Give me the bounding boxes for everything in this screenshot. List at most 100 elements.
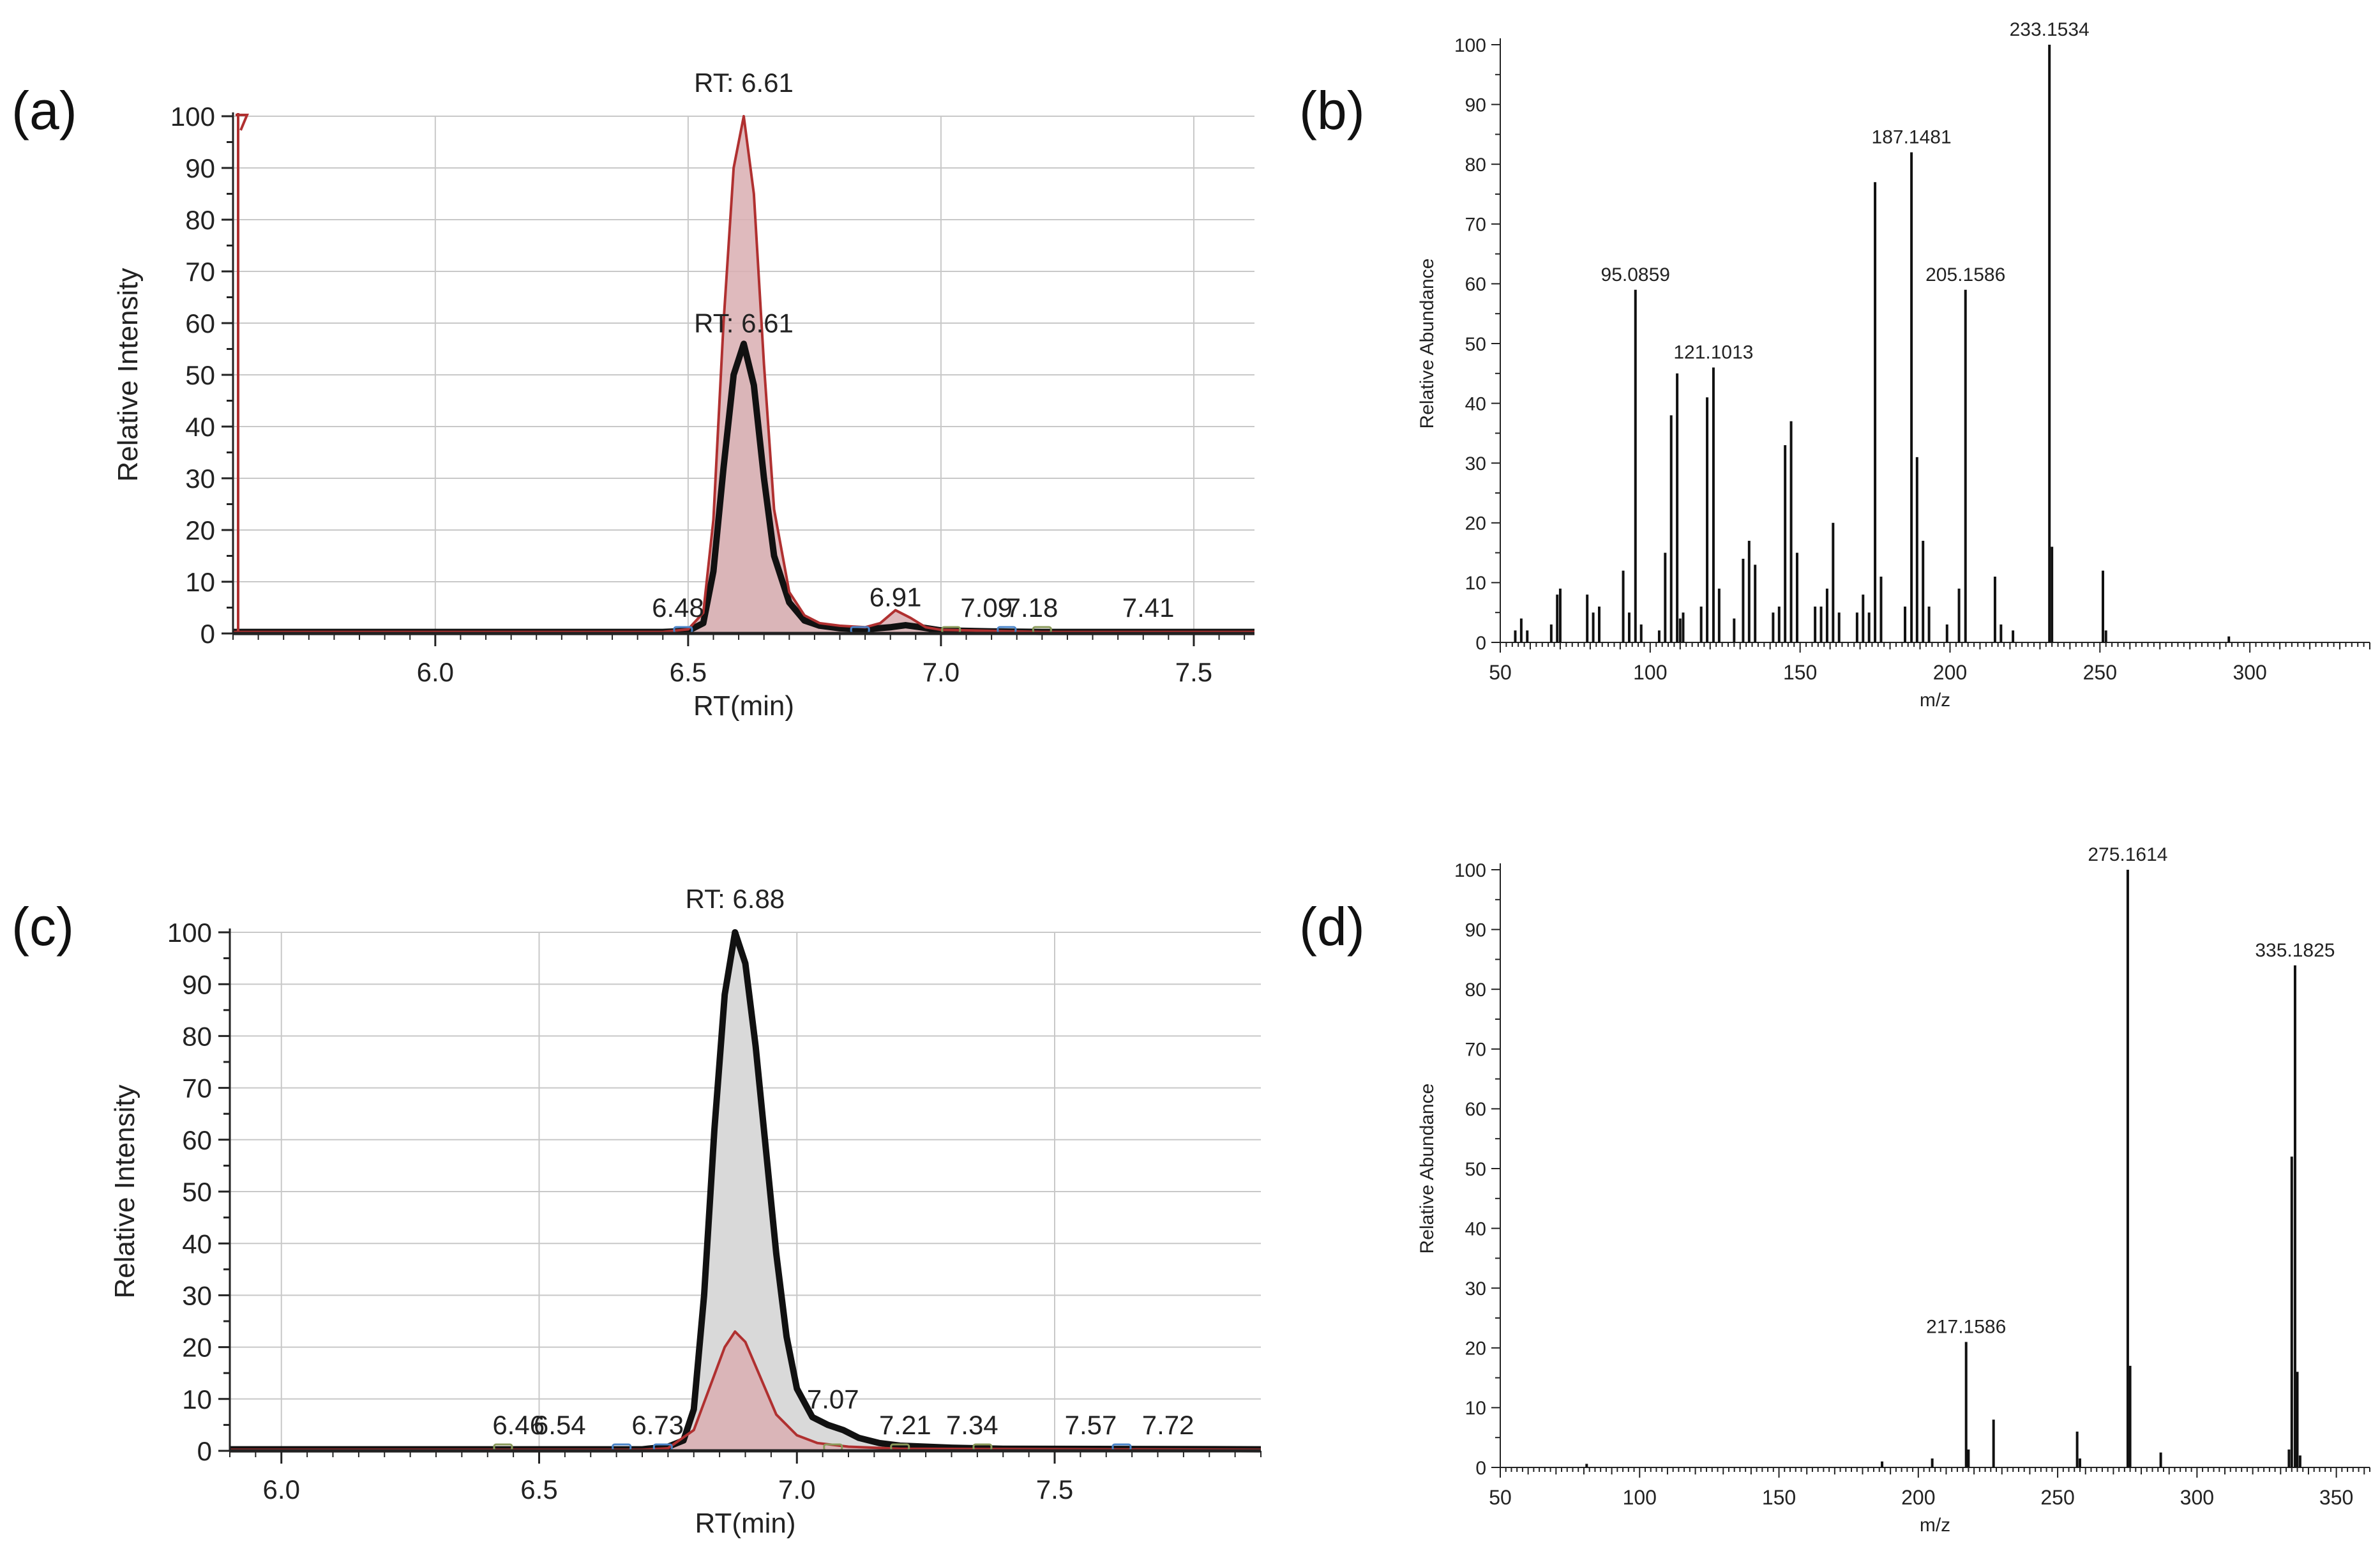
peak-mz-label: 217.1586 xyxy=(1926,1316,2006,1337)
y-tick-label: 70 xyxy=(1465,215,1486,236)
y-tick-label: 40 xyxy=(182,1229,212,1259)
y-tick-label: 10 xyxy=(185,567,215,597)
peak-label: 6.91 xyxy=(870,582,922,612)
peak-label: 7.09 xyxy=(960,593,1013,623)
peak-label: 7.21 xyxy=(879,1410,931,1440)
peak-mz-label: 121.1013 xyxy=(1673,342,1753,363)
series-fill-red xyxy=(230,1331,1261,1451)
x-tick-label: 250 xyxy=(2040,1486,2074,1509)
y-tick-label: 30 xyxy=(1465,453,1486,474)
y-tick-label: 90 xyxy=(1465,95,1486,116)
y-tick-label: 10 xyxy=(1465,1398,1486,1419)
x-tick-label: 350 xyxy=(2319,1486,2353,1509)
peak-mz-label: 205.1586 xyxy=(1925,264,2005,285)
y-axis-label: Relative Intensity xyxy=(112,268,144,481)
peak-mz-label: 275.1614 xyxy=(2088,844,2167,865)
peak-label: 7.34 xyxy=(946,1410,998,1440)
y-tick-label: 100 xyxy=(1454,860,1486,881)
series-line-black xyxy=(230,929,1262,1453)
peak-label: 6.54 xyxy=(534,1410,586,1440)
y-axis-label: Relative Intensity xyxy=(109,1084,140,1298)
y-tick-label: 40 xyxy=(185,412,215,442)
y-axis-label: Relative Abundance xyxy=(1417,1084,1438,1254)
y-tick-label: 70 xyxy=(1465,1040,1486,1061)
peak-mz-label: 187.1481 xyxy=(1872,126,1952,148)
series-line-red xyxy=(233,115,1254,633)
peak-label: RT: 6.61 xyxy=(694,308,794,338)
x-tick-label: 7.0 xyxy=(923,657,960,687)
series-line-red xyxy=(230,1330,1262,1451)
panel-label-c: (c) xyxy=(11,897,74,957)
x-tick-label: 6.5 xyxy=(520,1474,557,1504)
x-axis-label: RT(min) xyxy=(693,690,794,722)
peak-label: 7.57 xyxy=(1065,1410,1117,1440)
peak-label: 7.07 xyxy=(807,1384,859,1414)
x-tick-label: 300 xyxy=(2233,661,2266,684)
y-tick-label: 30 xyxy=(185,464,215,494)
x-axis-label: m/z xyxy=(1920,690,1950,711)
y-tick-label: 0 xyxy=(197,1436,212,1466)
y-tick-label: 60 xyxy=(185,308,215,338)
peak-mz-label: 95.0859 xyxy=(1601,264,1670,285)
y-tick-label: 20 xyxy=(1465,1338,1486,1360)
x-tick-label: 7.0 xyxy=(778,1474,815,1504)
peak-label: RT: 6.88 xyxy=(686,884,785,914)
y-tick-label: 80 xyxy=(182,1022,212,1052)
peak-label: 6.48 xyxy=(652,593,704,623)
x-tick-label: 100 xyxy=(1623,1486,1657,1509)
x-tick-label: 300 xyxy=(2180,1486,2214,1509)
x-tick-label: 250 xyxy=(2083,661,2117,684)
peak-label: 7.72 xyxy=(1142,1410,1194,1440)
y-tick-label: 60 xyxy=(1465,274,1486,295)
y-tick-label: 70 xyxy=(182,1073,212,1103)
y-tick-label: 20 xyxy=(1465,513,1486,534)
x-tick-label: 7.5 xyxy=(1036,1474,1073,1504)
x-tick-label: 200 xyxy=(1901,1486,1935,1509)
peak-mz-label: 335.1825 xyxy=(2255,940,2335,961)
y-tick-label: 40 xyxy=(1465,1218,1486,1239)
x-tick-label: 100 xyxy=(1633,661,1667,684)
x-tick-label: 200 xyxy=(1933,661,1967,684)
x-axis-label: RT(min) xyxy=(695,1508,795,1539)
y-tick-label: 10 xyxy=(1465,573,1486,594)
y-tick-label: 50 xyxy=(1465,1159,1486,1180)
x-tick-label: 150 xyxy=(1762,1486,1796,1509)
y-tick-label: 60 xyxy=(182,1125,212,1155)
chart-c-chromatogram: 6.0 6.5 7.0 7.5 0 10 20 30 40 50 60 70 80 90 100 RT(min… xyxy=(109,884,1262,1539)
y-tick-label: 90 xyxy=(1465,920,1486,941)
peak-label: RT: 6.61 xyxy=(694,68,794,98)
y-tick-label: 100 xyxy=(1454,35,1486,56)
peak-label: 7.41 xyxy=(1122,593,1175,623)
peak-mz-label: 233.1534 xyxy=(2010,19,2090,40)
series-fill-red xyxy=(233,116,1254,633)
panel-label-a: (a) xyxy=(11,80,77,140)
y-tick-label: 60 xyxy=(1465,1099,1486,1120)
y-tick-label: 50 xyxy=(185,360,215,390)
y-tick-label: 0 xyxy=(1475,1458,1486,1479)
x-tick-label: 150 xyxy=(1783,661,1817,684)
chart-d-mass-spectrum: 50 100 150 200 250 300 350 0 10 20 30 40 50 60 70 80 90 1… xyxy=(1417,844,2370,1536)
y-tick-label: 0 xyxy=(200,619,215,649)
y-tick-label: 40 xyxy=(1465,393,1486,414)
panel-label-d: (d) xyxy=(1299,897,1365,957)
y-tick-label: 0 xyxy=(1475,633,1486,654)
x-tick-label: 6.0 xyxy=(263,1474,300,1504)
x-axis-label: m/z xyxy=(1920,1515,1950,1536)
peak-label: 6.73 xyxy=(631,1410,684,1440)
chart-b-mass-spectrum: 50 100 150 200 250 300 0 10 20 30 40 50 60 70 80 90 100 m… xyxy=(1417,19,2370,711)
panel-label-b: (b) xyxy=(1299,80,1365,140)
peak-label: 7.18 xyxy=(1006,593,1058,623)
y-tick-label: 80 xyxy=(185,205,215,235)
y-tick-label: 90 xyxy=(185,153,215,183)
trace-start-flag xyxy=(236,114,249,131)
x-tick-label: 6.0 xyxy=(417,657,454,687)
peak-label: 6.46 xyxy=(492,1410,545,1440)
y-tick-label: 10 xyxy=(182,1384,212,1414)
y-tick-label: 100 xyxy=(167,918,212,948)
y-tick-label: 20 xyxy=(185,515,215,545)
x-tick-label: 6.5 xyxy=(670,657,707,687)
y-tick-label: 90 xyxy=(182,969,212,999)
y-tick-label: 80 xyxy=(1465,980,1486,1001)
y-axis-label: Relative Abundance xyxy=(1417,259,1438,429)
series-fill-black xyxy=(230,932,1261,1451)
